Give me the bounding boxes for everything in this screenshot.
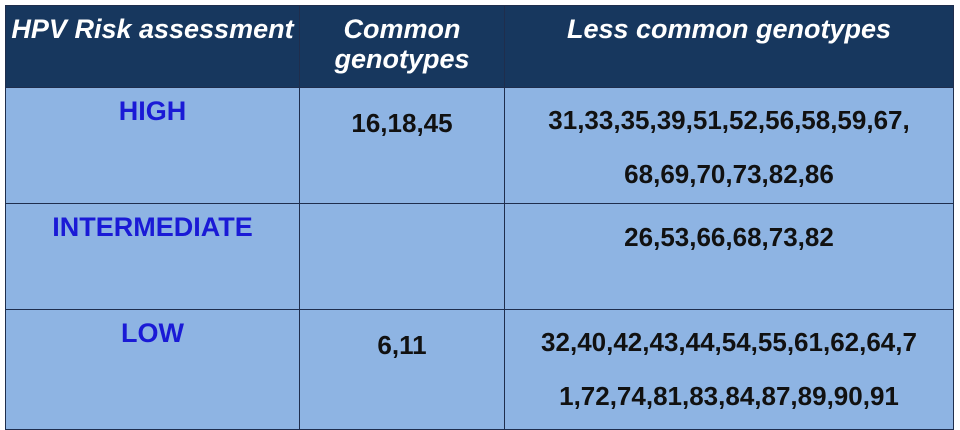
risk-level-cell: HIGH	[5, 87, 300, 204]
table-body: HIGH 16,18,45 31,33,35,39,51,52,56,58,59…	[5, 87, 954, 430]
less-common-line-2: 1,72,74,81,83,84,87,89,90,91	[559, 381, 899, 411]
less-common-line-1: 31,33,35,39,51,52,56,58,59,67,	[548, 105, 910, 135]
hpv-genotype-table-container: HPV Risk assessment Common genotypes Les…	[3, 3, 956, 430]
less-common-line-1: 32,40,42,43,44,54,55,61,62,64,7	[541, 327, 917, 357]
less-common-line-2: 68,69,70,73,82,86	[624, 159, 834, 189]
table-row-low: LOW 6,11 32,40,42,43,44,54,55,61,62,64,7…	[5, 309, 954, 430]
header-row: HPV Risk assessment Common genotypes Les…	[5, 5, 954, 88]
less-common-genotypes-cell: 26,53,66,68,73,82	[504, 203, 954, 310]
header-less-common-genotypes: Less common genotypes	[504, 5, 954, 88]
less-common-genotypes-cell: 31,33,35,39,51,52,56,58,59,67, 68,69,70,…	[504, 87, 954, 204]
header-risk-assessment: HPV Risk assessment	[5, 5, 300, 88]
common-genotypes-cell: 6,11	[299, 309, 505, 430]
risk-level-cell: INTERMEDIATE	[5, 203, 300, 310]
table-header: HPV Risk assessment Common genotypes Les…	[5, 5, 954, 88]
risk-level-cell: LOW	[5, 309, 300, 430]
header-common-genotypes: Common genotypes	[299, 5, 505, 88]
common-genotypes-cell	[299, 203, 505, 310]
table-row-high: HIGH 16,18,45 31,33,35,39,51,52,56,58,59…	[5, 87, 954, 204]
common-genotypes-cell: 16,18,45	[299, 87, 505, 204]
less-common-line-1: 26,53,66,68,73,82	[624, 222, 834, 252]
less-common-genotypes-cell: 32,40,42,43,44,54,55,61,62,64,7 1,72,74,…	[504, 309, 954, 430]
table-row-intermediate: INTERMEDIATE 26,53,66,68,73,82	[5, 203, 954, 310]
hpv-genotype-table: HPV Risk assessment Common genotypes Les…	[5, 5, 954, 430]
